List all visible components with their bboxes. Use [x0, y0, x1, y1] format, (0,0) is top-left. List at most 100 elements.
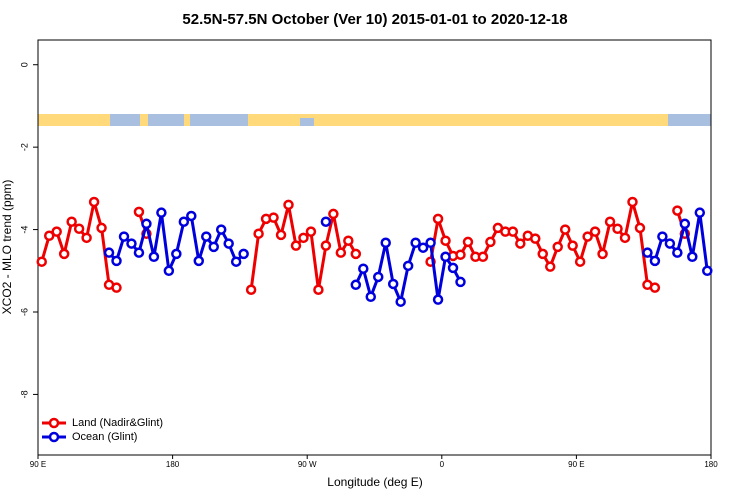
y-tick-label: -8	[19, 390, 29, 398]
series-line	[40, 201, 118, 290]
land-ocean-strip	[38, 114, 711, 126]
point	[88, 196, 100, 208]
point	[455, 249, 466, 260]
legend-marker	[48, 431, 60, 443]
y-tick-label: 0	[19, 62, 29, 67]
x-tick-label: 90 E	[568, 460, 584, 469]
point	[268, 212, 279, 223]
point	[649, 255, 661, 267]
point	[462, 236, 474, 248]
point	[245, 284, 257, 295]
point	[440, 251, 451, 263]
point	[627, 196, 638, 208]
point	[604, 216, 616, 227]
point	[148, 251, 160, 263]
point	[126, 238, 137, 249]
point	[298, 232, 309, 244]
point	[380, 237, 391, 249]
point	[432, 294, 444, 305]
point	[372, 271, 384, 283]
y-tick-label: -4	[19, 226, 29, 234]
point	[111, 282, 122, 293]
point	[350, 248, 362, 260]
point	[230, 256, 242, 267]
point	[96, 222, 107, 234]
point	[559, 224, 571, 235]
point	[156, 207, 167, 218]
point	[208, 241, 219, 253]
point	[619, 232, 631, 244]
point	[253, 228, 264, 239]
point	[672, 205, 683, 216]
legend-label: Ocean (Glint)	[72, 431, 137, 443]
point	[320, 240, 332, 251]
point	[193, 255, 205, 267]
point	[455, 276, 466, 288]
point	[313, 284, 324, 295]
point	[51, 226, 62, 237]
point	[305, 226, 317, 237]
point	[694, 207, 706, 218]
point	[477, 251, 489, 263]
y-tick-label: -6	[19, 308, 29, 316]
point	[402, 260, 414, 272]
point	[687, 251, 698, 263]
point	[201, 231, 212, 242]
point	[485, 236, 496, 248]
point	[141, 218, 152, 230]
point	[73, 223, 85, 234]
point	[649, 282, 661, 293]
legend-label: Land (Nadir&Glint)	[72, 417, 163, 429]
point	[567, 240, 578, 251]
x-tick-label: 90 E	[30, 460, 46, 469]
point	[133, 206, 145, 218]
point	[335, 247, 347, 258]
point	[574, 256, 586, 267]
point	[43, 230, 55, 242]
legend-marker	[48, 417, 60, 429]
point	[537, 248, 548, 260]
plot-frame	[37, 39, 712, 456]
point	[634, 222, 646, 234]
point	[171, 248, 182, 260]
x-axis-label: Longitude (deg E)	[327, 475, 422, 489]
point	[111, 255, 122, 267]
y-axis-label: XCO2 - MLO trend (ppm)	[0, 180, 14, 315]
point	[417, 242, 429, 253]
point	[410, 237, 421, 249]
point	[395, 296, 406, 307]
x-tick-label: 180	[704, 460, 718, 469]
point	[163, 265, 175, 277]
point	[66, 216, 77, 227]
point	[81, 232, 92, 244]
point	[103, 247, 115, 258]
point	[440, 235, 451, 246]
point	[672, 247, 683, 258]
x-tick-label: 90 W	[298, 460, 317, 469]
point	[238, 248, 249, 260]
point	[642, 247, 653, 258]
point	[515, 238, 526, 249]
point	[447, 262, 459, 274]
point	[223, 238, 234, 249]
y-tick-label: -2	[19, 143, 29, 151]
point	[425, 237, 436, 249]
point	[530, 233, 541, 244]
point	[432, 213, 444, 225]
point	[589, 226, 601, 237]
point	[290, 240, 302, 251]
point	[275, 229, 287, 241]
point	[58, 248, 70, 260]
point	[702, 265, 713, 277]
point	[328, 208, 339, 220]
point	[597, 248, 608, 260]
point	[387, 278, 399, 290]
point	[133, 247, 145, 258]
point	[283, 199, 294, 211]
point	[118, 231, 130, 242]
point	[552, 241, 563, 253]
chart-title: 52.5N-57.5N October (Ver 10) 2015-01-01 …	[182, 11, 567, 28]
point	[679, 218, 691, 230]
point	[544, 261, 556, 272]
